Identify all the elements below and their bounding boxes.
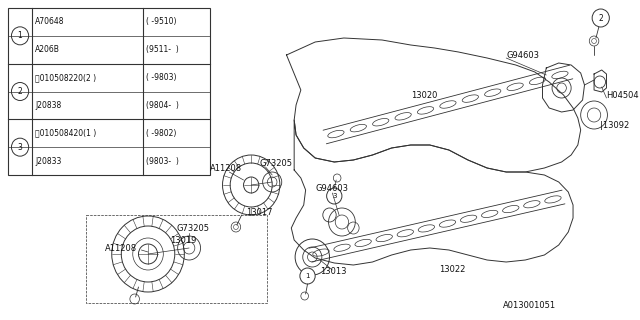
Text: Ⓑ010508220(2 ): Ⓑ010508220(2 ) <box>35 73 97 82</box>
Text: ( -9510): ( -9510) <box>146 17 177 27</box>
Bar <box>8 8 210 175</box>
Text: Ⓑ010508420(1 ): Ⓑ010508420(1 ) <box>35 129 97 138</box>
Text: 1: 1 <box>18 31 22 40</box>
Text: ( -9803): ( -9803) <box>146 73 177 82</box>
Text: (9803-  ): (9803- ) <box>146 156 179 165</box>
Text: A013001051: A013001051 <box>503 301 556 310</box>
Text: 3: 3 <box>332 193 337 199</box>
Text: 2: 2 <box>18 87 22 96</box>
Circle shape <box>12 138 29 156</box>
Circle shape <box>12 83 29 100</box>
Text: |13092: |13092 <box>600 121 629 130</box>
Text: J20833: J20833 <box>35 156 61 165</box>
Text: 13017: 13017 <box>246 207 273 217</box>
Text: A206B: A206B <box>35 45 60 54</box>
Text: G94603: G94603 <box>315 183 348 193</box>
Text: 13013: 13013 <box>320 268 346 276</box>
Circle shape <box>300 268 315 284</box>
Text: A70648: A70648 <box>35 17 65 27</box>
Text: 2: 2 <box>598 13 603 22</box>
Text: A11208: A11208 <box>105 244 137 252</box>
Text: H04504: H04504 <box>607 91 639 100</box>
Text: (9511-  ): (9511- ) <box>146 45 179 54</box>
Text: A11208: A11208 <box>210 164 243 172</box>
Text: G73205: G73205 <box>177 223 210 233</box>
Text: J20838: J20838 <box>35 101 61 110</box>
Text: 3: 3 <box>18 143 22 152</box>
Circle shape <box>12 27 29 45</box>
Text: (9804-  ): (9804- ) <box>146 101 179 110</box>
Text: ( -9802): ( -9802) <box>146 129 177 138</box>
Text: 13019: 13019 <box>170 236 196 244</box>
Circle shape <box>326 188 342 204</box>
Text: G73205: G73205 <box>260 158 292 167</box>
Text: 13020: 13020 <box>411 91 437 100</box>
Bar <box>86 215 268 303</box>
Circle shape <box>592 9 609 27</box>
Text: 1: 1 <box>305 273 310 279</box>
Text: G94603: G94603 <box>506 51 539 60</box>
Text: 13022: 13022 <box>439 266 466 275</box>
